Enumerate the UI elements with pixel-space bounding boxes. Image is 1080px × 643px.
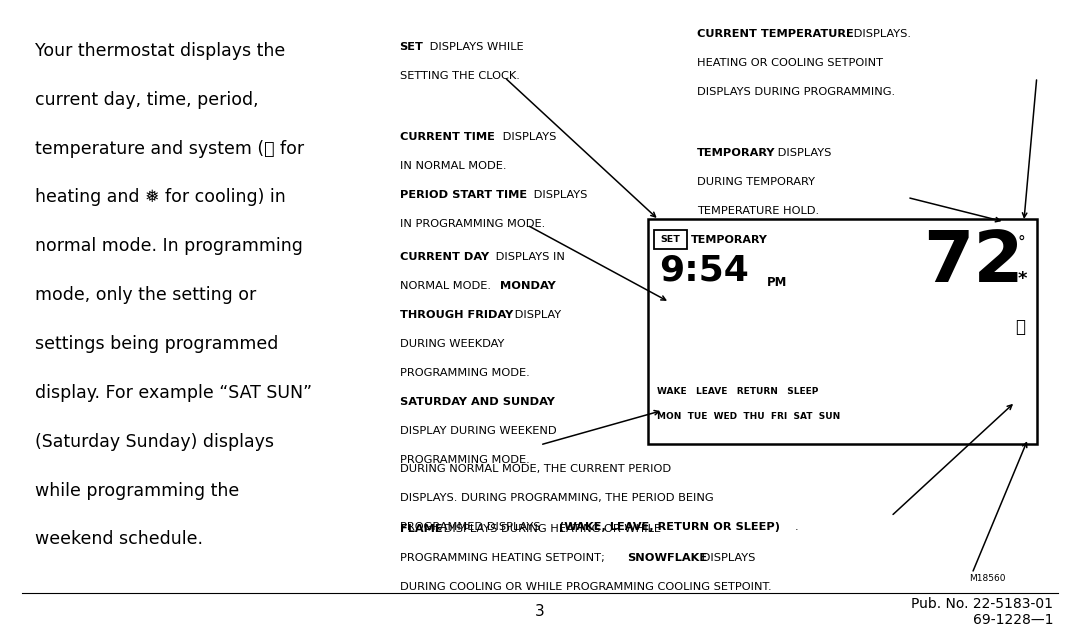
Text: 9:54: 9:54 [659, 254, 748, 288]
Text: DISPLAYS: DISPLAYS [499, 132, 556, 142]
Text: SETTING THE CLOCK.: SETTING THE CLOCK. [400, 71, 519, 81]
Text: NORMAL MODE.: NORMAL MODE. [400, 281, 495, 291]
Text: SNOWFLAKE: SNOWFLAKE [627, 553, 707, 563]
Text: THROUGH FRIDAY: THROUGH FRIDAY [400, 310, 513, 320]
Text: TEMPERATURE HOLD.: TEMPERATURE HOLD. [697, 206, 819, 216]
Text: DISPLAYS WHILE: DISPLAYS WHILE [426, 42, 523, 52]
Text: current day, time, period,: current day, time, period, [35, 91, 258, 109]
Text: IN PROGRAMMING MODE.: IN PROGRAMMING MODE. [400, 219, 544, 229]
Text: DISPLAYS: DISPLAYS [774, 148, 832, 158]
Text: DISPLAYS DURING PROGRAMMING.: DISPLAYS DURING PROGRAMMING. [697, 87, 894, 97]
Text: 72: 72 [923, 228, 1024, 297]
Text: DISPLAYS: DISPLAYS [698, 553, 755, 563]
Text: DISPLAYS IN: DISPLAYS IN [492, 252, 565, 262]
Text: (WAKE, LEAVE, RETURN OR SLEEP): (WAKE, LEAVE, RETURN OR SLEEP) [559, 522, 781, 532]
Text: CURRENT TEMPERATURE: CURRENT TEMPERATURE [697, 29, 853, 39]
Text: DURING WEEKDAY: DURING WEEKDAY [400, 339, 504, 349]
Text: TEMPORARY: TEMPORARY [691, 235, 768, 245]
Text: PM: PM [767, 276, 787, 289]
Text: DURING NORMAL MODE, THE CURRENT PERIOD: DURING NORMAL MODE, THE CURRENT PERIOD [400, 464, 671, 475]
Text: FLAME: FLAME [400, 524, 442, 534]
Text: PROGRAMMING MODE.: PROGRAMMING MODE. [400, 455, 529, 465]
Text: DISPLAY: DISPLAY [511, 310, 561, 320]
Text: M18560: M18560 [969, 574, 1005, 583]
Text: DURING TEMPORARY: DURING TEMPORARY [697, 177, 814, 187]
Text: weekend schedule.: weekend schedule. [35, 530, 203, 548]
Text: (Saturday Sunday) displays: (Saturday Sunday) displays [35, 433, 273, 451]
Bar [648, 219, 1037, 444]
Text: DISPLAYS. DURING PROGRAMMING, THE PERIOD BEING: DISPLAYS. DURING PROGRAMMING, THE PERIOD… [400, 493, 713, 503]
Text: .: . [795, 522, 798, 532]
Text: Pub. No. 22-5183-01
69-1228—1: Pub. No. 22-5183-01 69-1228—1 [912, 597, 1053, 627]
Text: Your thermostat displays the: Your thermostat displays the [35, 42, 285, 60]
Text: DISPLAYS.: DISPLAYS. [850, 29, 910, 39]
Text: PROGRAMMING MODE.: PROGRAMMING MODE. [400, 368, 529, 378]
Text: CURRENT TIME: CURRENT TIME [400, 132, 495, 142]
Text: display. For example “SAT SUN”: display. For example “SAT SUN” [35, 384, 312, 402]
Text: PROGRAMMED DISPLAYS: PROGRAMMED DISPLAYS [400, 522, 543, 532]
Text: mode, only the setting or: mode, only the setting or [35, 286, 256, 304]
Text: SET: SET [400, 42, 423, 52]
Text: HEATING OR COOLING SETPOINT: HEATING OR COOLING SETPOINT [697, 58, 882, 68]
Text: temperature and system (🔥 for: temperature and system (🔥 for [35, 140, 303, 158]
Text: IN NORMAL MODE.: IN NORMAL MODE. [400, 161, 507, 171]
Bar [654, 230, 687, 249]
Text: *: * [1017, 270, 1027, 288]
Text: 🔥: 🔥 [1015, 318, 1025, 336]
Text: settings being programmed: settings being programmed [35, 335, 278, 353]
Text: °: ° [1017, 235, 1025, 249]
Text: normal mode. In programming: normal mode. In programming [35, 237, 302, 255]
Text: while programming the: while programming the [35, 482, 239, 500]
Text: CURRENT DAY: CURRENT DAY [400, 252, 489, 262]
Text: PERIOD START TIME: PERIOD START TIME [400, 190, 527, 200]
Text: DISPLAYS: DISPLAYS [530, 190, 588, 200]
Text: SET: SET [661, 235, 680, 244]
Text: SATURDAY AND SUNDAY: SATURDAY AND SUNDAY [400, 397, 554, 407]
Text: 3: 3 [535, 604, 545, 619]
Text: WAKE   LEAVE   RETURN   SLEEP: WAKE LEAVE RETURN SLEEP [657, 387, 818, 396]
Text: DISPLAYS DURING HEATING OR WHILE: DISPLAYS DURING HEATING OR WHILE [440, 524, 661, 534]
Text: heating and ❅ for cooling) in: heating and ❅ for cooling) in [35, 188, 285, 206]
Text: TEMPORARY: TEMPORARY [697, 148, 775, 158]
Text: MONDAY: MONDAY [500, 281, 556, 291]
Text: PROGRAMMING HEATING SETPOINT;: PROGRAMMING HEATING SETPOINT; [400, 553, 608, 563]
Text: DURING COOLING OR WHILE PROGRAMMING COOLING SETPOINT.: DURING COOLING OR WHILE PROGRAMMING COOL… [400, 582, 771, 592]
Text: DISPLAY DURING WEEKEND: DISPLAY DURING WEEKEND [400, 426, 556, 436]
Text: MON  TUE  WED  THU  FRI  SAT  SUN: MON TUE WED THU FRI SAT SUN [657, 412, 840, 421]
